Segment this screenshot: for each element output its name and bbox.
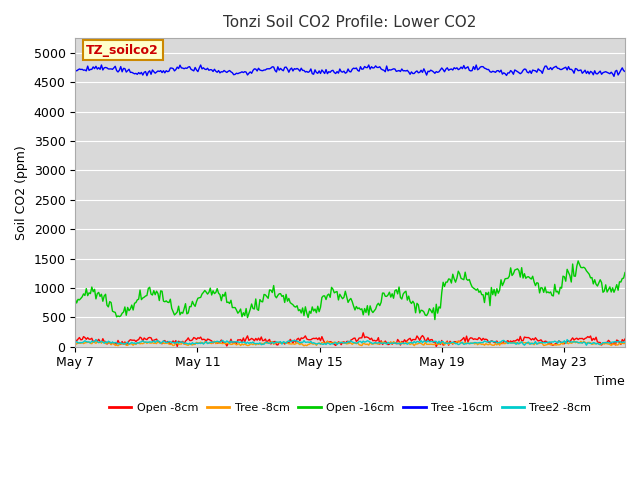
Tree -8cm: [289, 341, 297, 347]
Tree2 -8cm: [92, 336, 100, 342]
Tree -16cm: [72, 67, 79, 73]
Open -8cm: [138, 335, 145, 341]
Tree -16cm: [419, 70, 426, 75]
Text: TZ_soilco2: TZ_soilco2: [86, 44, 159, 57]
Legend: Open -8cm, Tree -8cm, Open -16cm, Tree -16cm, Tree2 -8cm: Open -8cm, Tree -8cm, Open -16cm, Tree -…: [104, 398, 596, 418]
Tree -8cm: [300, 343, 308, 348]
Open -16cm: [574, 258, 582, 264]
Open -16cm: [472, 288, 480, 293]
Tree -16cm: [472, 62, 480, 68]
Open -8cm: [289, 340, 297, 346]
Tree2 -8cm: [252, 341, 260, 347]
Tree -16cm: [470, 64, 477, 70]
X-axis label: Time: Time: [595, 375, 625, 388]
Open -8cm: [433, 344, 440, 349]
Open -16cm: [289, 302, 297, 308]
Open -8cm: [250, 338, 258, 344]
Line: Open -16cm: Open -16cm: [76, 261, 625, 320]
Tree -16cm: [610, 73, 618, 79]
Tree2 -8cm: [419, 340, 426, 346]
Tree -8cm: [570, 338, 578, 344]
Open -16cm: [138, 297, 145, 302]
Tree2 -8cm: [291, 338, 298, 344]
Tree -8cm: [470, 340, 477, 346]
Tree -16cm: [291, 66, 298, 72]
Tree -8cm: [472, 340, 480, 346]
Open -16cm: [72, 297, 79, 302]
Open -8cm: [360, 330, 367, 336]
Tree2 -8cm: [582, 342, 590, 348]
Tree -16cm: [621, 69, 629, 74]
Open -16cm: [470, 285, 477, 291]
Tree -8cm: [72, 342, 79, 348]
Tree2 -8cm: [139, 338, 147, 344]
Open -8cm: [621, 336, 629, 342]
Tree -8cm: [138, 340, 145, 346]
Open -8cm: [419, 333, 426, 338]
Line: Tree -16cm: Tree -16cm: [76, 65, 625, 76]
Tree -16cm: [98, 62, 106, 68]
Open -16cm: [621, 270, 629, 276]
Tree -16cm: [139, 72, 147, 78]
Line: Tree2 -8cm: Tree2 -8cm: [76, 339, 625, 345]
Open -16cm: [417, 307, 425, 313]
Y-axis label: Soil CO2 (ppm): Soil CO2 (ppm): [15, 145, 28, 240]
Open -8cm: [471, 336, 479, 342]
Open -8cm: [72, 337, 79, 343]
Title: Tonzi Soil CO2 Profile: Lower CO2: Tonzi Soil CO2 Profile: Lower CO2: [223, 15, 477, 30]
Tree2 -8cm: [472, 340, 480, 346]
Tree2 -8cm: [72, 340, 79, 346]
Tree -8cm: [621, 341, 629, 347]
Open -16cm: [250, 306, 258, 312]
Tree -16cm: [252, 66, 260, 72]
Open -8cm: [474, 336, 481, 342]
Line: Open -8cm: Open -8cm: [76, 333, 625, 347]
Line: Tree -8cm: Tree -8cm: [76, 341, 625, 346]
Open -16cm: [431, 317, 438, 323]
Tree -8cm: [419, 342, 426, 348]
Tree -8cm: [250, 340, 258, 346]
Tree2 -8cm: [470, 340, 477, 346]
Tree2 -8cm: [621, 339, 629, 345]
